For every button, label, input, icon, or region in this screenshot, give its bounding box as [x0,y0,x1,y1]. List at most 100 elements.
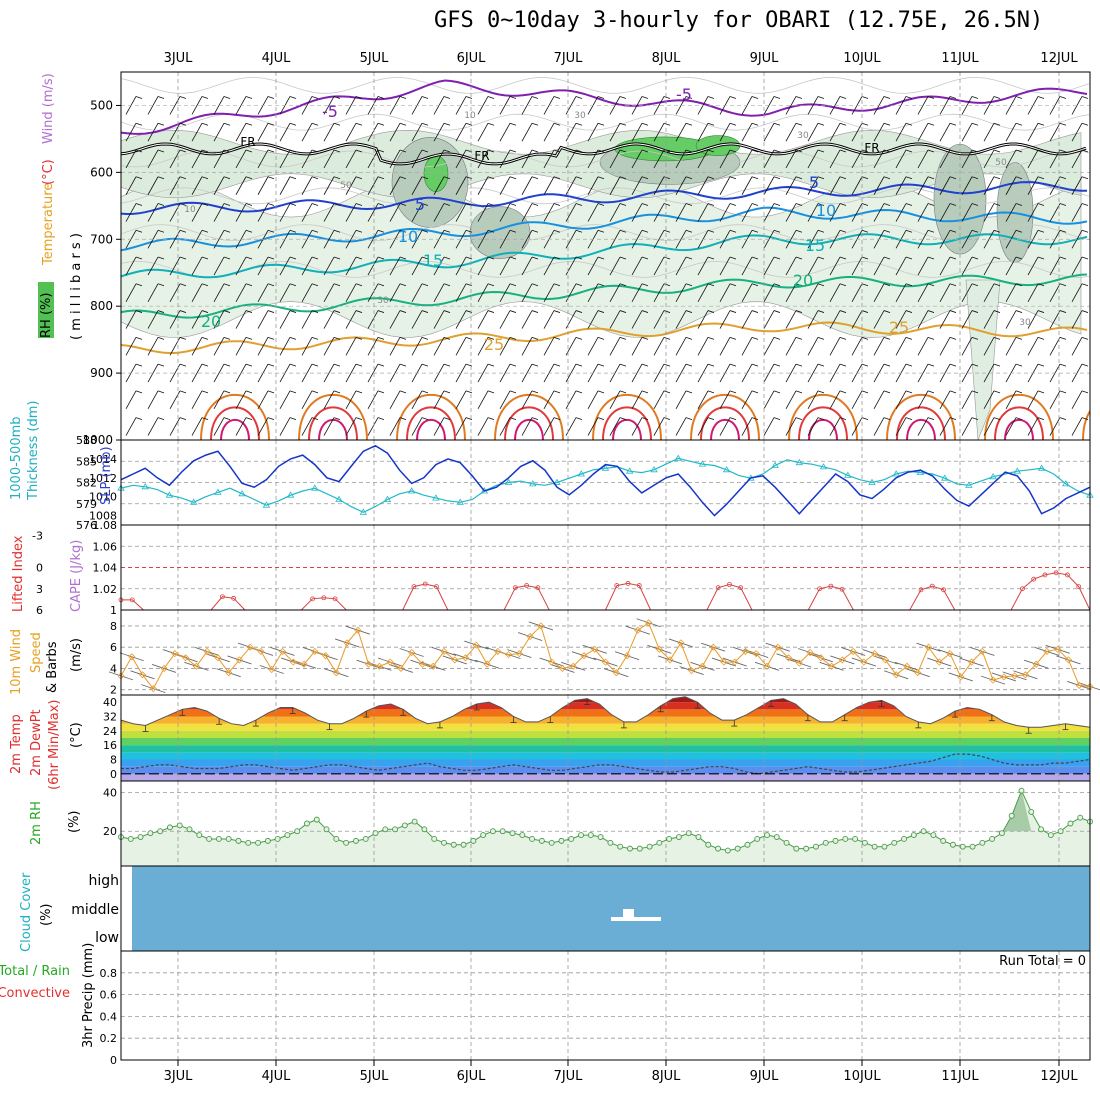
wind-speed-marker [354,626,362,634]
upper-wind-barb [411,417,423,436]
isotherm-label: 10 [398,227,418,246]
upper-wind-barb-flag [311,390,319,394]
rh-marker [215,836,222,842]
wind-speed-marker [418,660,427,668]
upper-wind-barb [873,149,885,169]
upper-wind-barb-flag [377,122,385,126]
upper-wind-barb-flag [333,149,341,153]
upper-wind-barb [873,203,885,222]
upper-wind-barb [411,310,423,329]
upper-wind-barb-flag [751,310,759,313]
rh-marker [411,818,418,825]
upper-wind-barb-flag [201,363,209,367]
upper-wind-barb [125,283,137,302]
thickness-marker [771,461,779,468]
upper-wind-barb-flag [399,336,407,340]
upper-wind-barb [631,123,643,142]
upper-wind-barb [323,149,335,169]
upper-wind-barb [455,417,467,436]
upper-wind-barb-flag [905,203,913,206]
upper-wind-barb [257,123,269,142]
upper-wind-barb-flag [509,417,517,420]
upper-wind-barb [1005,417,1017,436]
upper-wind-barb-flag [795,390,803,394]
upper-wind-barb [565,337,577,356]
upper-wind-barb-flag [685,176,693,180]
wind-speed-marker [203,647,211,655]
upper-wind-barb [785,203,797,222]
upper-wind-barb [389,417,401,436]
upper-wind-barb-flag [597,256,605,260]
upper-wind-barb-flag [311,203,319,206]
upper-wind-barb-flag [399,390,407,394]
upper-wind-barb-flag [201,203,209,206]
upper-wind-barb [191,283,203,302]
upper-wind-barb-flag [707,176,715,180]
upper-wind-barb-flag [905,283,913,287]
ylabel-millibars: ( m i l l i b a r s ) [69,233,84,340]
upper-wind-barb-flag [223,229,231,233]
upper-wind-barb [235,176,247,195]
upper-wind-barb [609,123,621,142]
upper-wind-barb-flag [575,122,583,126]
wind-speed-marker [278,647,287,655]
upper-wind-barb [455,123,467,142]
rh-marker [646,843,653,850]
upper-wind-barb-flag [1015,256,1023,260]
upper-wind-barb [609,390,621,410]
upper-wind-barb-flag [355,203,363,206]
upper-wind-barb-flag [861,310,869,313]
upper-wind-barb-flag [377,96,385,99]
upper-wind-barb [609,149,621,169]
rh-marker [352,837,359,844]
upper-wind-barb-flag [641,203,649,206]
upper-wind-barb-flag [905,96,913,99]
precip-ytick-label: 0.6 [100,989,118,1002]
rh-contour [121,260,1090,278]
t2m-color-band [121,766,1090,774]
upper-wind-barb-flag [707,417,715,420]
upper-wind-barb-flag [1015,96,1023,99]
surface-isotherm [1004,418,1034,440]
t2m-color-band [121,723,1090,731]
upper-wind-barb [719,390,731,410]
upper-wind-barb-flag [509,229,517,233]
upper-wind-barb-flag [443,336,451,340]
upper-wind-barb [345,283,357,302]
upper-wind-barb-flag [333,310,341,313]
upper-wind-barb [917,203,929,222]
upper-wind-barb [697,417,709,436]
upper-wind-barb [499,283,511,302]
upper-wind-barb [191,203,203,222]
upper-wind-barb-flag [905,229,913,233]
li-ytick-label: 3 [36,583,43,596]
upper-wind-barb-flag [839,176,847,180]
upper-wind-barb-flag [905,149,913,153]
thickness-marker [1013,467,1022,474]
upper-wind-barb [939,283,951,302]
wind-speed-marker [257,647,265,655]
upper-wind-barb [1049,203,1061,222]
upper-wind-barb-flag [1015,203,1023,206]
upper-wind-barb-flag [905,363,913,367]
wind-speed-marker [795,659,803,667]
upper-wind-barb [939,417,951,436]
upper-wind-barb [521,149,533,169]
upper-wind-barb [697,203,709,222]
thickness-ytick-label: 582 [76,477,97,490]
upper-wind-barb-flag [861,122,869,126]
upper-wind-barb [741,203,753,222]
rh-contour [121,76,1090,94]
upper-wind-barb-flag [267,122,275,126]
upper-wind-barb [719,176,731,195]
upper-wind-barb-flag [245,203,253,206]
upper-wind-barb-flag [861,336,869,340]
upper-wind-barb-flag [509,256,517,260]
upper-wind-barb [367,256,379,276]
upper-wind-barb [411,149,423,169]
upper-wind-barb-flag [179,363,187,367]
rh-contour-label: 50 [340,181,352,191]
upper-wind-barb [829,337,841,356]
upper-wind-barb-flag [245,390,253,394]
upper-wind-barb-flag [685,256,693,260]
